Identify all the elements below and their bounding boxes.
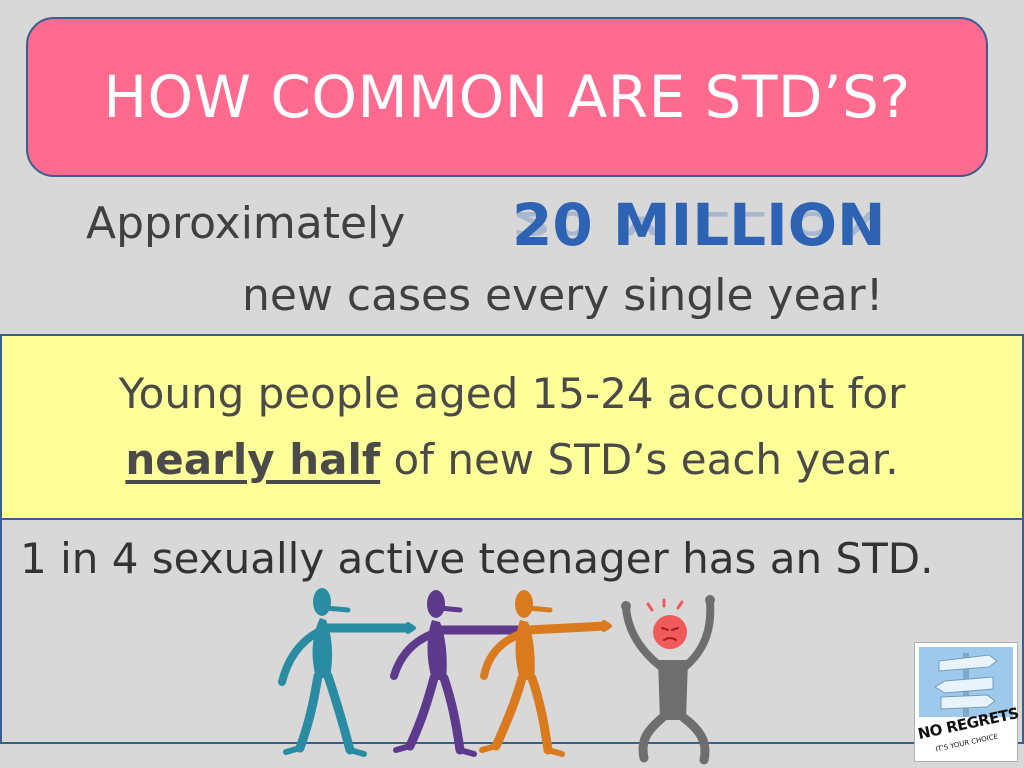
twenty-million-reflection: 20 MILLION (512, 204, 886, 242)
orange-figure (479, 590, 612, 757)
teal-figure (278, 588, 416, 757)
highlight-box: Young people aged 15-24 account for near… (0, 334, 1024, 520)
highlight-line-1: Young people aged 15-24 account for (118, 369, 906, 418)
no-regrets-logo: NO REGRETS IT'S YOUR CHOICE (914, 642, 1020, 762)
twenty-million-stat: 20 MILLION 20 MILLION (512, 190, 886, 300)
gray-scared-figure (621, 595, 715, 765)
approximately-label: Approximately (86, 198, 406, 249)
one-in-four-fact: 1 in 4 sexually active teenager has an S… (20, 534, 934, 583)
twenty-million-text: 20 MILLION (512, 191, 886, 259)
red-face-icon (653, 615, 687, 649)
purple-figure (390, 590, 523, 757)
highlight-line-2-rest: of new STD’s each year. (380, 435, 899, 484)
signpost-icon (919, 647, 1013, 717)
fact-box (0, 518, 1024, 744)
highlight-line-2: nearly half of new STD’s each year. (125, 427, 898, 493)
new-cases-text: new cases every single year! (242, 270, 884, 321)
slide-title: HOW COMMON ARE STD’S? (103, 63, 911, 131)
nearly-half-emphasis: nearly half (125, 435, 381, 484)
pointing-figures-illustration (278, 588, 715, 765)
title-banner: HOW COMMON ARE STD’S? (26, 17, 988, 177)
